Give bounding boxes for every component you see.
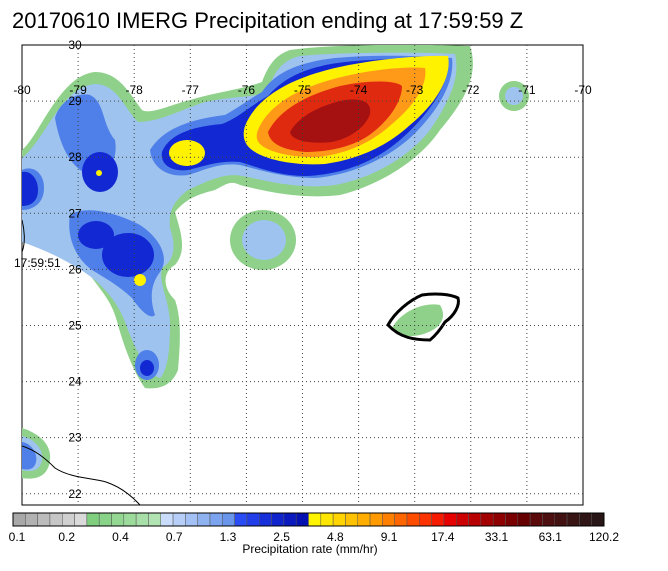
- latitude-label: 27: [68, 206, 82, 220]
- colorbar-swatch: [443, 512, 457, 527]
- colorbar-swatch: [74, 512, 88, 527]
- latitude-label: 26: [68, 262, 82, 276]
- colorbar: [12, 512, 605, 527]
- colorbar-swatch: [566, 512, 580, 527]
- latitude-label: 23: [68, 431, 82, 445]
- colorbar-swatch: [172, 512, 186, 527]
- latitude-label: 25: [68, 318, 82, 332]
- longitude-label: -76: [238, 83, 256, 97]
- colorbar-swatch: [49, 512, 63, 527]
- colorbar-swatch: [37, 512, 51, 527]
- colorbar-swatch: [542, 512, 555, 527]
- colorbar-swatch: [283, 512, 297, 527]
- colorbar-swatch: [492, 512, 506, 527]
- colorbar-tick-label: 2.5: [273, 530, 290, 544]
- colorbar-swatch: [209, 512, 223, 527]
- latitude-labels: 30 29 28 27 26 25 24 23 22: [68, 38, 82, 501]
- coastline-cuba-bahamas: [22, 445, 141, 505]
- colorbar-swatch: [431, 512, 445, 527]
- colorbar-tick-label: 1.3: [220, 530, 237, 544]
- colorbar-tick-label: 17.4: [431, 530, 455, 544]
- coastline-florida: [22, 219, 25, 253]
- colorbar-swatch: [579, 512, 592, 527]
- colorbar-swatch: [480, 512, 494, 527]
- longitude-label: -71: [518, 83, 536, 97]
- swath-time-label: 17:59:51: [14, 256, 61, 270]
- colorbar-tick-label: 120.2: [589, 530, 619, 544]
- colorbar-swatch: [320, 512, 334, 527]
- precipitation-field: [22, 45, 529, 505]
- lat-lon-grid: [22, 45, 583, 505]
- latitude-label: 22: [68, 487, 82, 501]
- colorbar-tick-label: 0.1: [9, 530, 26, 544]
- colorbar-swatch: [185, 512, 198, 527]
- colorbar-tick-label: 63.1: [539, 530, 563, 544]
- colorbar-frame: [12, 512, 605, 527]
- colorbar-swatch: [369, 512, 383, 527]
- colorbar-swatch: [468, 512, 482, 527]
- latitude-label: 29: [68, 94, 82, 108]
- colorbar-swatch: [148, 512, 161, 527]
- longitude-label: -75: [294, 83, 312, 97]
- map-title: 20170610 IMERG Precipitation ending at 1…: [12, 8, 524, 33]
- longitude-label: -77: [182, 83, 200, 97]
- colorbar-swatch: [234, 512, 248, 527]
- colorbar-swatch: [456, 512, 469, 527]
- colorbar-swatch: [160, 512, 174, 527]
- longitude-label: -78: [126, 83, 144, 97]
- peak-rain-core: [290, 99, 371, 143]
- colorbar-tick-label: 0.2: [58, 530, 75, 544]
- colorbar-swatch: [419, 512, 432, 527]
- colorbar-swatch: [246, 512, 260, 527]
- colorbar-title: Precipitation rate (mm/hr): [242, 542, 377, 556]
- longitude-label: -70: [574, 83, 592, 97]
- colorbar-tick-label: 33.1: [485, 530, 509, 544]
- colorbar-swatch: [25, 512, 38, 527]
- colorbar-swatch: [517, 512, 531, 527]
- longitude-label: -73: [406, 83, 424, 97]
- longitude-label: -79: [69, 83, 87, 97]
- colorbar-swatch: [86, 512, 100, 527]
- colorbar-swatch: [345, 512, 358, 527]
- colorbar-swatch: [222, 512, 235, 527]
- colorbar-tick-labels: 0.1 0.2 0.4 0.7 1.3 2.5 4.8 9.1 17.4 33.1 63.1 120.…: [9, 530, 620, 544]
- colorbar-tick-label: 9.1: [381, 530, 398, 544]
- colorbar-swatch: [529, 512, 543, 527]
- colorbar-swatch: [394, 512, 408, 527]
- colorbar-swatch: [308, 512, 322, 527]
- colorbar-swatch: [271, 512, 285, 527]
- colorbar-tick-label: 4.8: [327, 530, 344, 544]
- colorbar-tick-label: 0.4: [112, 530, 129, 544]
- colorbar-swatch: [135, 512, 149, 527]
- latitude-label: 24: [68, 375, 82, 389]
- longitude-label: -80: [13, 83, 31, 97]
- colorbar-swatch: [406, 512, 420, 527]
- latitude-label: 30: [68, 38, 82, 52]
- colorbar-swatch: [111, 512, 125, 527]
- colorbar-swatch: [12, 512, 26, 527]
- colorbar-tick-label: 0.7: [166, 530, 183, 544]
- colorbar-swatch: [382, 512, 395, 527]
- longitude-label: -74: [350, 83, 368, 97]
- colorbar-swatch: [554, 512, 568, 527]
- island-outline: [386, 292, 460, 342]
- colorbar-swatch: [295, 512, 309, 527]
- colorbar-swatch: [357, 512, 371, 527]
- colorbar-swatch: [98, 512, 112, 527]
- colorbar-swatch: [332, 512, 346, 527]
- colorbar-swatch: [197, 512, 211, 527]
- colorbar-swatch: [62, 512, 75, 527]
- colorbar-swatch: [591, 512, 605, 527]
- latitude-label: 28: [68, 150, 82, 164]
- longitude-label: -72: [462, 83, 480, 97]
- longitude-labels: -80 -79 -78 -77 -76 -75 -74 -73 -72 -71 -70: [13, 83, 592, 97]
- colorbar-swatch: [123, 512, 137, 527]
- colorbar-swatch: [259, 512, 272, 527]
- colorbar-swatch: [505, 512, 519, 527]
